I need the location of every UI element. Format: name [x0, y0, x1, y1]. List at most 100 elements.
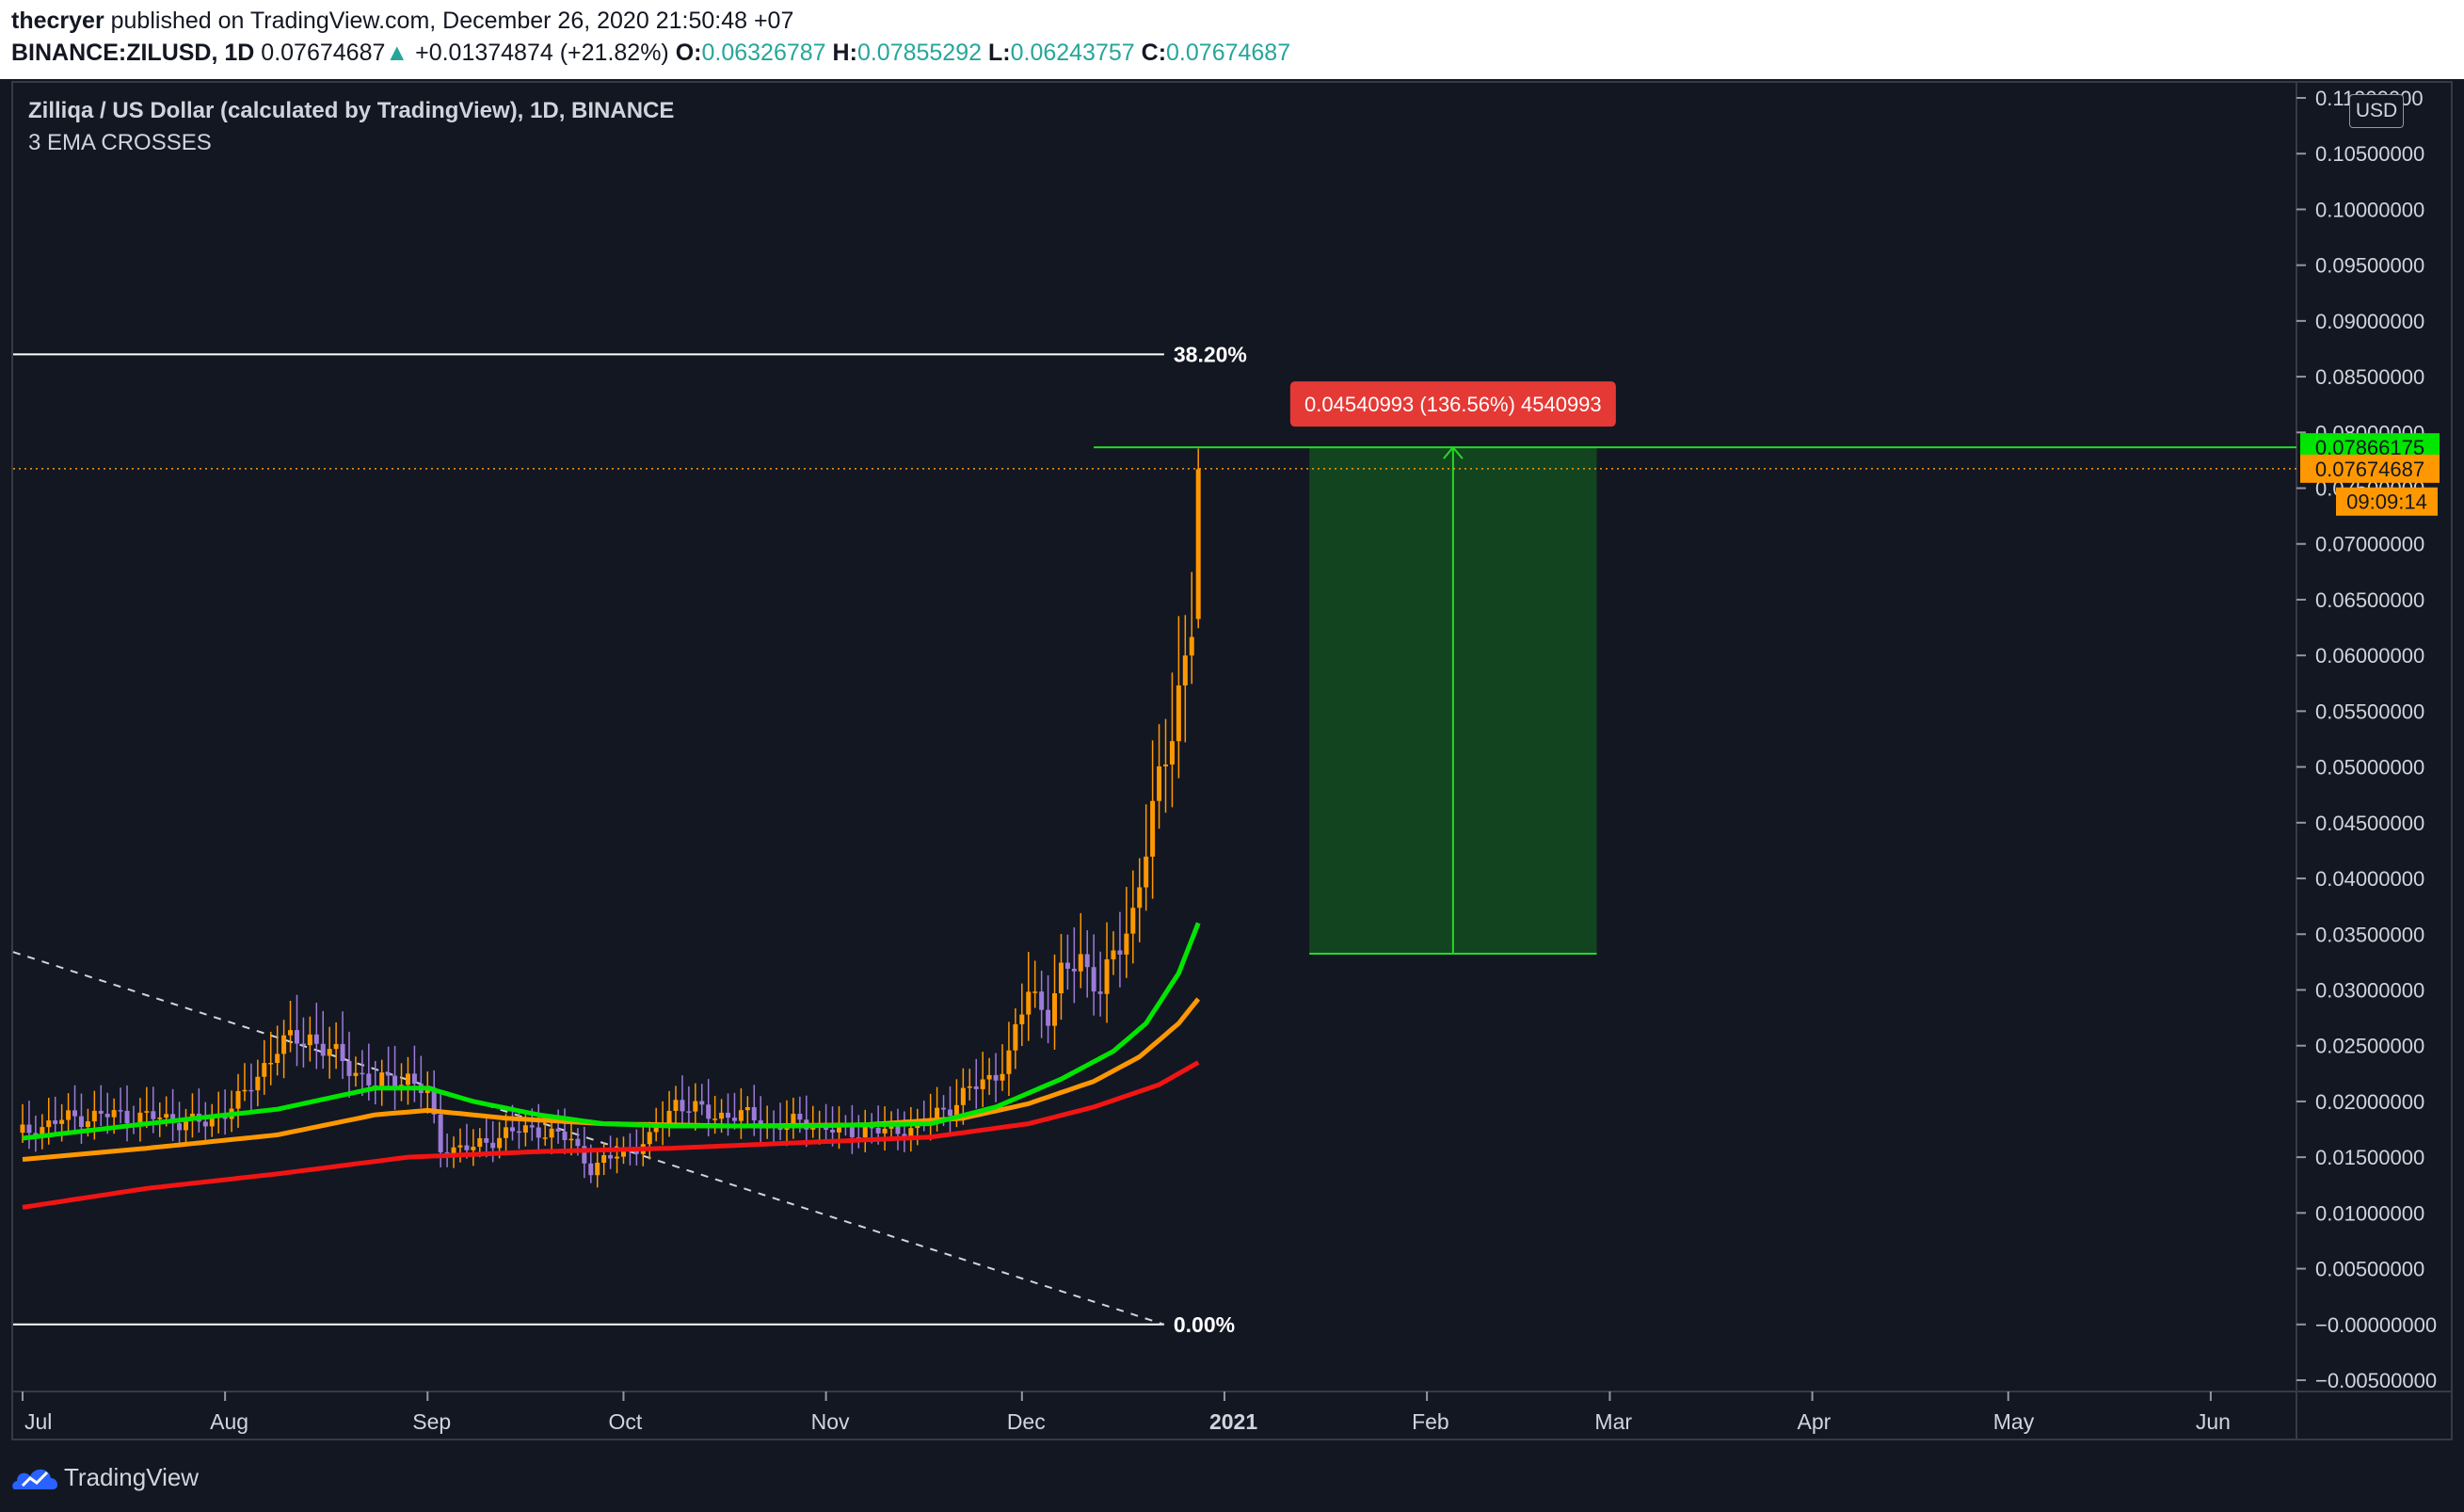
- publish-info: thecryer published on TradingView.com, D…: [11, 8, 793, 35]
- price-badge-bg: [2336, 487, 2438, 516]
- candle-body: [862, 1127, 868, 1138]
- candle-body: [477, 1137, 483, 1148]
- candle-body: [680, 1100, 685, 1112]
- candle-body: [164, 1114, 169, 1118]
- candle-body: [320, 1043, 326, 1056]
- low-value: 0.06243757: [1010, 40, 1135, 66]
- candle-body: [731, 1118, 737, 1121]
- price-tick-label: 0.07000000: [2315, 533, 2424, 556]
- indicator-legend[interactable]: 3 EMA CROSSES: [28, 130, 212, 155]
- price-tick-label: 0.10500000: [2315, 142, 2424, 166]
- candle-body: [1150, 800, 1156, 857]
- candle-body: [837, 1125, 841, 1133]
- candle-body: [615, 1156, 620, 1159]
- candle-body: [1032, 991, 1038, 993]
- candle-body: [490, 1142, 496, 1149]
- candle-body: [1046, 1009, 1051, 1026]
- candle-body: [431, 1089, 437, 1115]
- candle-body: [104, 1113, 110, 1118]
- price-tick-label: −0.00500000: [2315, 1369, 2437, 1392]
- candle-body: [706, 1104, 712, 1119]
- price-badge-bg: [2300, 454, 2440, 483]
- candle-body: [405, 1073, 410, 1086]
- candle-body: [85, 1121, 90, 1128]
- candle-body: [40, 1127, 45, 1138]
- candle-body: [157, 1118, 163, 1119]
- candle-body: [516, 1131, 521, 1134]
- time-tick-label: 2021: [1209, 1409, 1257, 1434]
- candle-body: [542, 1137, 548, 1139]
- candle-body: [248, 1089, 254, 1092]
- tradingview-brand[interactable]: TradingView: [64, 1463, 200, 1491]
- candle-body: [268, 1062, 274, 1065]
- candle-body: [960, 1087, 966, 1105]
- candle-body: [411, 1073, 417, 1085]
- price-tick-label: 0.09000000: [2315, 310, 2424, 333]
- candle-body: [908, 1128, 914, 1139]
- time-tick-label: Mar: [1594, 1409, 1632, 1434]
- up-arrow-icon: ▲: [385, 40, 409, 66]
- price-tick-label: 0.00500000: [2315, 1258, 2424, 1281]
- low-label: L:: [987, 40, 1011, 66]
- candle-body: [941, 1107, 947, 1110]
- candle-body: [333, 1043, 339, 1050]
- currency-button[interactable]: USD: [2349, 94, 2404, 128]
- candle-body: [255, 1076, 261, 1091]
- candle-body: [1006, 1050, 1012, 1074]
- symbol-label: BINANCE:ZILUSD, 1D: [11, 40, 255, 66]
- time-tick-label: Apr: [1798, 1409, 1832, 1434]
- candle-body: [882, 1128, 888, 1134]
- candle-body: [986, 1074, 992, 1080]
- candle-body: [242, 1089, 248, 1092]
- candle-body: [1124, 933, 1129, 955]
- candle-body: [392, 1075, 398, 1089]
- price-tick-label: 0.01000000: [2315, 1201, 2424, 1225]
- candle-body: [712, 1118, 718, 1120]
- candle-body: [288, 1030, 294, 1036]
- tradingview-logo-icon: [12, 1469, 58, 1489]
- ema-fast-line: [22, 922, 1201, 1141]
- candle-body: [20, 1124, 25, 1134]
- candle-body: [300, 1043, 306, 1046]
- candle-body: [869, 1127, 874, 1129]
- price-tick-label: 0.05500000: [2315, 700, 2424, 723]
- candle-body: [98, 1110, 104, 1114]
- candle-body: [993, 1074, 999, 1081]
- price-badge-label: 09:09:14: [2346, 491, 2427, 514]
- high-value: 0.07855292: [856, 40, 983, 66]
- candle-body: [327, 1049, 332, 1056]
- fib-level-0-label: 0.00%: [1174, 1312, 1235, 1337]
- candle-body: [751, 1107, 757, 1121]
- candle-body: [471, 1147, 476, 1150]
- symbol-info: BINANCE:ZILUSD, 1D 0.07674687▲ +0.013748…: [11, 40, 1290, 67]
- chart-legend-title[interactable]: Zilliqa / US Dollar (calculated by Tradi…: [28, 98, 675, 123]
- candle-body: [1117, 950, 1123, 955]
- candle-body: [797, 1113, 803, 1120]
- time-tick-label: Jun: [2196, 1409, 2231, 1434]
- price-tick-label: 0.09500000: [2315, 254, 2424, 278]
- candle-body: [504, 1127, 509, 1138]
- candle-body: [568, 1138, 574, 1141]
- candle-body: [633, 1150, 639, 1154]
- candle-body: [1000, 1073, 1005, 1081]
- candle-body: [26, 1124, 32, 1134]
- price-tick-label: 0.05000000: [2315, 756, 2424, 780]
- candle-body: [620, 1149, 626, 1157]
- time-tick-label: Nov: [811, 1409, 850, 1434]
- author-name[interactable]: thecryer: [11, 8, 104, 34]
- candle-body: [973, 1086, 979, 1089]
- candle-body: [53, 1120, 58, 1124]
- close-label: C:: [1141, 40, 1167, 66]
- close-value: 0.07674687: [1166, 40, 1291, 66]
- candle-body: [686, 1111, 692, 1113]
- time-tick-label: Sep: [412, 1409, 451, 1434]
- candle-body: [810, 1127, 816, 1130]
- candle-body: [738, 1110, 744, 1121]
- candle-body: [340, 1043, 345, 1062]
- candle-body: [647, 1132, 652, 1145]
- candle-body: [46, 1120, 52, 1128]
- publish-header: thecryer published on TradingView.com, D…: [0, 0, 2464, 79]
- candle-body: [457, 1145, 463, 1148]
- time-tick-label: Jul: [24, 1409, 52, 1434]
